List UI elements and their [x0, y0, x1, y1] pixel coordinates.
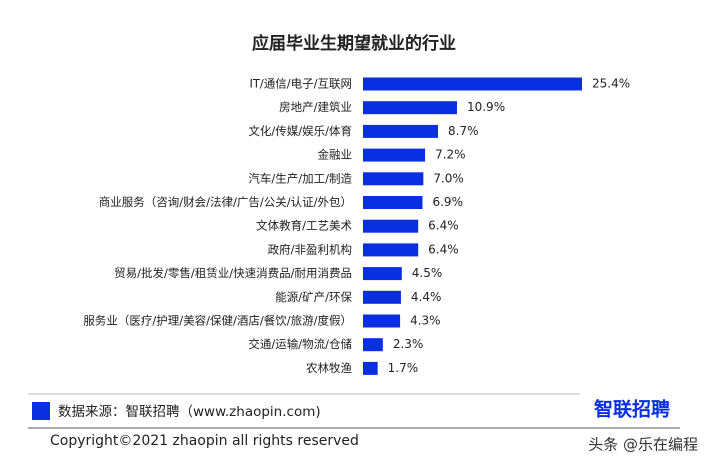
- bar: [363, 338, 383, 352]
- bar: [363, 101, 457, 115]
- copyright: Copyright©2021 zhaopin all rights reserv…: [50, 433, 359, 449]
- bar: [363, 219, 419, 233]
- value-label: 6.4%: [428, 219, 459, 233]
- chart-title: 应届毕业生期望就业的行业: [252, 33, 456, 54]
- value-label: 10.9%: [467, 100, 505, 114]
- value-label: 6.4%: [428, 242, 459, 256]
- category-label: 农林牧渔: [306, 361, 352, 375]
- category-label: IT/通信/电子/互联网: [249, 77, 352, 91]
- category-label: 金融业: [318, 148, 353, 162]
- category-label: 贸易/批发/零售/租赁业/快速消费品/耐用消费品: [114, 266, 352, 280]
- category-label: 政府/非盈利机构: [268, 242, 352, 256]
- category-label: 商业服务（咨询/财会/法律/广告/公关/认证/外包）: [99, 195, 352, 209]
- category-label: 能源/矿产/环保: [275, 290, 352, 304]
- category-label: 交通/运输/物流/仓储: [248, 337, 352, 351]
- value-label: 4.5%: [412, 266, 443, 280]
- value-label: 4.3%: [410, 314, 441, 328]
- value-label: 2.3%: [393, 337, 424, 351]
- value-label: 6.9%: [432, 195, 463, 209]
- category-label: 服务业（医疗/护理/美容/保健/酒店/餐饮/旅游/度假）: [83, 314, 352, 328]
- value-label: 8.7%: [448, 124, 479, 138]
- bar: [363, 77, 582, 91]
- category-label: 文体教育/工艺美术: [256, 219, 352, 233]
- value-label: 7.0%: [433, 171, 464, 185]
- bar: [363, 290, 401, 304]
- watermark: 头条 @乐在编程: [588, 436, 698, 454]
- logo: 智联招聘: [594, 398, 670, 421]
- category-label: 文化/传媒/娱乐/体育: [248, 124, 352, 138]
- bar: [363, 196, 423, 209]
- value-label: 25.4%: [592, 77, 630, 91]
- bar: [363, 124, 439, 138]
- value-label: 1.7%: [388, 361, 419, 375]
- bar: [363, 361, 378, 375]
- bar: [363, 314, 401, 328]
- source-note: 数据来源：智联招聘（www.zhaopin.com): [58, 404, 321, 420]
- source-marker: [32, 402, 50, 420]
- bar: [363, 243, 419, 257]
- bar: [363, 172, 424, 186]
- value-label: 7.2%: [435, 148, 466, 162]
- category-label: 房地产/建筑业: [279, 100, 352, 114]
- value-label: 4.4%: [411, 290, 442, 304]
- category-label: 汽车/生产/加工/制造: [248, 171, 352, 185]
- bar: [363, 267, 402, 281]
- bar: [363, 148, 426, 162]
